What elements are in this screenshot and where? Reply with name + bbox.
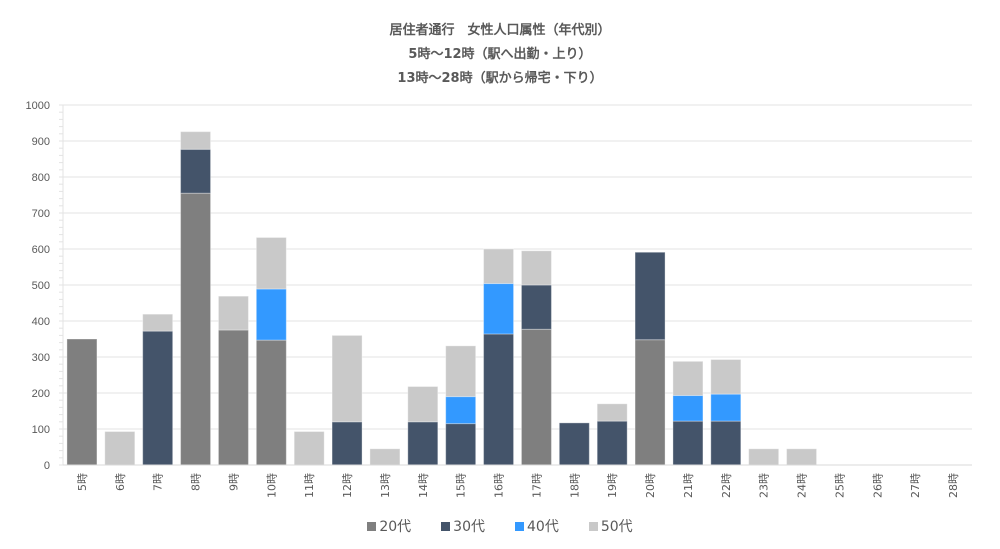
- y-tick-label: 400: [32, 316, 50, 328]
- x-tick-label: 23時: [758, 473, 771, 498]
- y-tick-label: 0: [44, 460, 50, 472]
- legend-label-30s: 30代: [453, 519, 485, 535]
- bar-segment: [142, 330, 174, 466]
- bar-segment: [331, 334, 363, 423]
- x-tick-label: 19時: [606, 473, 619, 498]
- bar-segment: [483, 333, 515, 466]
- y-tick-label: 100: [32, 424, 50, 436]
- bar-segment: [634, 339, 666, 466]
- bar-segment: [483, 283, 515, 335]
- bar-segment: [710, 359, 742, 395]
- legend-label-40s: 40代: [527, 519, 559, 535]
- chart-legend: 20代 30代 40代 50代: [0, 516, 1000, 536]
- y-tick-label: 800: [32, 172, 50, 184]
- y-tick-label: 600: [32, 244, 50, 256]
- legend-item-50s: 50代: [588, 516, 633, 536]
- bar-segment: [445, 345, 477, 398]
- bar-segment: [104, 431, 136, 466]
- chart-subtitle-evening: 13時〜28時（駅から帰宅・下り）: [397, 71, 603, 86]
- bar-segment: [293, 431, 325, 466]
- x-tick-label: 20時: [644, 473, 657, 498]
- y-tick-label: 700: [32, 208, 50, 220]
- bar-segment: [596, 403, 628, 422]
- x-tick-label: 12時: [341, 473, 354, 498]
- bar-segment: [483, 248, 515, 285]
- bar-segment: [786, 448, 818, 466]
- bar-segment: [445, 396, 477, 425]
- bar-segment: [634, 251, 666, 341]
- x-tick-label: 16時: [493, 473, 506, 498]
- y-tick-label: 1000: [26, 100, 50, 112]
- bar-segment: [331, 421, 363, 466]
- y-tick-label: 900: [32, 136, 50, 148]
- x-tick-label: 13時: [379, 473, 392, 498]
- bar-segment: [672, 395, 704, 422]
- x-tick-label: 9時: [227, 473, 240, 491]
- chart-subtitle-morning: 5時〜12時（駅へ出勤・上り）: [408, 47, 592, 62]
- bar-segment: [520, 284, 552, 330]
- y-tick-label: 200: [32, 388, 50, 400]
- bar-segment: [255, 339, 287, 466]
- legend-label-20s: 20代: [379, 519, 412, 535]
- bar-segment: [407, 421, 439, 466]
- x-tick-label: 14時: [417, 473, 430, 498]
- bar-segment: [596, 420, 628, 466]
- legend-item-20s: 20代: [367, 516, 411, 536]
- bar-segment: [180, 192, 212, 466]
- y-tick-label: 500: [32, 280, 50, 292]
- bar-segment: [748, 448, 780, 466]
- bar-segment: [672, 420, 704, 466]
- bar-segment: [710, 393, 742, 422]
- bar-segment: [369, 448, 401, 466]
- x-tick-label: 10時: [265, 473, 278, 498]
- x-tick-label: 8時: [190, 473, 203, 491]
- bar-segment: [672, 360, 704, 397]
- y-tick-label: 300: [32, 352, 50, 364]
- legend-swatch-50s: [588, 521, 598, 531]
- bar-segment: [255, 236, 287, 290]
- legend-swatch-30s: [441, 521, 451, 531]
- x-tick-label: 26時: [871, 473, 884, 498]
- x-tick-label: 15時: [455, 473, 468, 498]
- x-tick-label: 11時: [303, 473, 316, 498]
- bar-segment: [710, 420, 742, 466]
- bar-segment: [217, 295, 249, 331]
- x-tick-label: 18時: [568, 473, 581, 498]
- legend-item-40s: 40代: [515, 516, 559, 536]
- x-tick-label: 21時: [682, 473, 695, 498]
- bar-segment: [142, 313, 174, 332]
- bar-segment: [180, 148, 212, 194]
- x-tick-label: 22時: [720, 473, 733, 498]
- bar-segment: [407, 386, 439, 423]
- legend-label-50s: 50代: [600, 519, 633, 535]
- bar-segment: [66, 338, 98, 466]
- legend-item-30s: 30代: [441, 516, 485, 536]
- x-tick-label: 5時: [76, 473, 89, 491]
- bar-segment: [558, 422, 590, 466]
- bar-segment: [520, 328, 552, 466]
- bar-segment: [520, 250, 552, 286]
- bar-segment: [445, 423, 477, 466]
- x-tick-label: 28時: [947, 473, 960, 498]
- legend-swatch-20s: [367, 521, 377, 531]
- bar-segment: [217, 329, 249, 466]
- chart-title: 居住者通行 女性人口属性（年代別）: [389, 23, 611, 38]
- x-tick-label: 24時: [796, 473, 809, 498]
- bar-segment: [255, 288, 287, 341]
- bar-segment: [180, 131, 212, 150]
- x-tick-label: 17時: [530, 473, 543, 498]
- x-tick-label: 27時: [909, 473, 922, 498]
- legend-swatch-40s: [515, 521, 524, 531]
- x-tick-label: 25時: [833, 473, 846, 498]
- x-tick-label: 7時: [152, 473, 165, 491]
- x-tick-label: 6時: [114, 473, 127, 491]
